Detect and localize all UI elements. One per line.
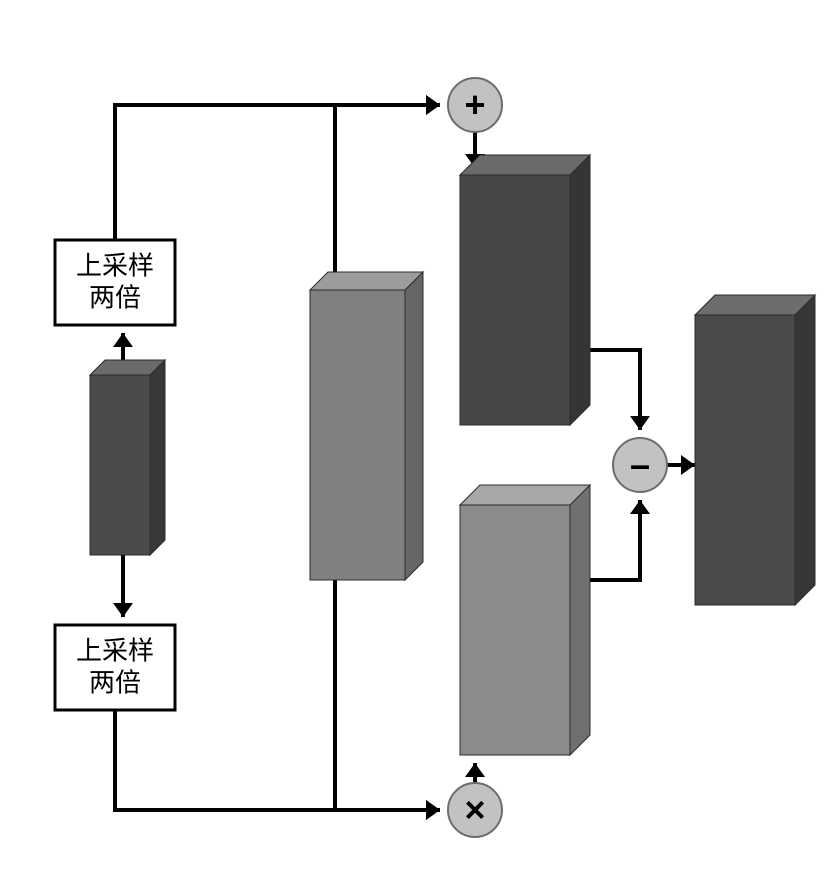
slab-lower — [460, 485, 590, 755]
edge-mid-to-plus — [335, 95, 440, 290]
edge-upsample-top-to-plus — [115, 95, 440, 240]
upsample-box-upsample_bottom-line2: 两倍 — [89, 668, 141, 698]
upsample-box-upsample_top-line2: 两倍 — [89, 283, 141, 313]
op-times-symbol: × — [464, 789, 485, 830]
op-plus: + — [448, 78, 502, 132]
slab-mid — [310, 272, 423, 580]
edge-minus-to-output — [667, 455, 695, 475]
op-minus-symbol: – — [630, 444, 650, 485]
upsample-box-upsample_bottom: 上采样两倍 — [55, 625, 175, 710]
edge-mid-to-times — [335, 580, 440, 820]
edge-upsample-bottom-to-times — [115, 710, 440, 820]
slab-input — [90, 360, 165, 555]
op-minus: – — [613, 438, 667, 492]
op-times: × — [448, 783, 502, 837]
edge-times-to-lower-slab — [465, 763, 485, 783]
upsample-box-upsample_top: 上采样两倍 — [55, 240, 175, 325]
diagram-canvas: 上采样两倍上采样两倍+×– — [0, 0, 830, 896]
op-plus-symbol: + — [464, 84, 485, 125]
slab-upper — [460, 155, 590, 425]
slab-output — [695, 295, 815, 605]
edge-input-to-upsample-bottom — [113, 555, 133, 617]
upsample-box-upsample_bottom-line1: 上采样 — [76, 636, 154, 666]
upsample-box-upsample_top-line1: 上采样 — [76, 251, 154, 281]
